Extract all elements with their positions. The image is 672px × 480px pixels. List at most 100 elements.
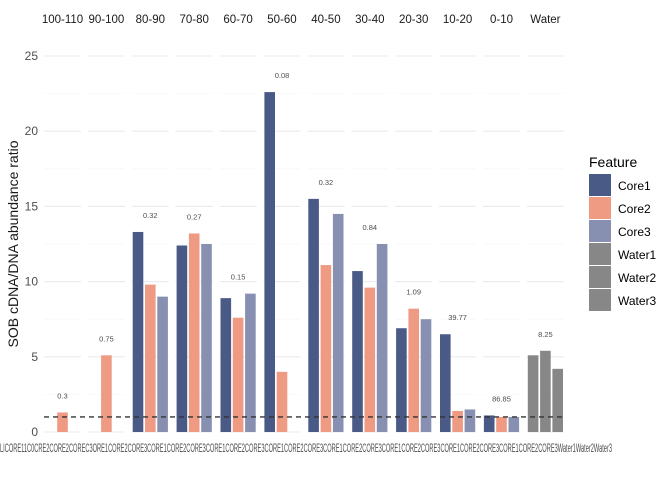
legend-label: Water1 — [618, 248, 657, 262]
y-tick-label: 10 — [25, 275, 39, 289]
bar-core2 — [276, 371, 288, 432]
bar-water3 — [552, 368, 563, 432]
x-tick-labels-text: LICORE11C0CRE2CORE2COREC3ORE1CORE2CORE3C… — [0, 443, 612, 455]
legend-label: Core3 — [618, 225, 651, 239]
bar-annotation: 0.75 — [99, 334, 114, 343]
facet-strip-label: 10-20 — [443, 14, 472, 26]
bar-water2 — [540, 350, 551, 432]
bar-core1 — [440, 334, 451, 432]
bar-annotation: 0.84 — [362, 223, 377, 232]
facet-strip-label: 0-10 — [490, 14, 513, 26]
legend-item-water3: Water3 — [589, 289, 657, 311]
legend-label: Water2 — [618, 271, 657, 285]
facet-strip-label: 90-100 — [88, 14, 124, 26]
bar-core3 — [245, 293, 256, 432]
y-tick-label: 20 — [25, 124, 39, 138]
bar-annotation: 39.77 — [448, 313, 467, 322]
bar-core2 — [145, 284, 156, 432]
facet-panel: 40-50 0.32 — [307, 14, 345, 433]
bar-core1 — [176, 245, 188, 432]
y-tick-label: 0 — [31, 425, 38, 439]
bar-core3 — [464, 409, 476, 432]
bar-annotation: 0.15 — [231, 273, 246, 282]
facet-strip-label: 20-30 — [399, 14, 428, 26]
bar-core1 — [352, 271, 363, 432]
bar-core1 — [483, 415, 495, 432]
legend-key — [589, 197, 611, 219]
y-axis-title: SOB cDNA/DNA abundance ratio — [5, 140, 21, 347]
facet-panel: 20-30 1.09 — [395, 14, 433, 433]
bar-annotation: 0.32 — [143, 211, 158, 220]
y-axis: 0 5 10 15 20 25 SOB cDNA/DNA abundance ratio — [5, 49, 38, 439]
legend-key — [589, 266, 611, 288]
bar-core3 — [420, 319, 432, 432]
bar-core2 — [101, 355, 112, 432]
legend-label: Core1 — [618, 179, 651, 193]
legend-key — [589, 243, 611, 265]
legend-item-core1: Core1 — [589, 174, 651, 196]
facet-strip-label: 30-40 — [355, 14, 384, 26]
facet-panel: 0-10 86.85 — [483, 14, 520, 433]
facet-strip-label: 60-70 — [223, 14, 252, 26]
bar-annotation: 0.27 — [187, 212, 202, 221]
bar-annotation: 1.09 — [406, 288, 421, 297]
bar-core2 — [496, 416, 507, 432]
bar-annotation: 0.32 — [319, 178, 334, 187]
legend-label: Water3 — [618, 294, 657, 308]
bar-core1 — [220, 298, 232, 432]
bar-annotation: 0.08 — [275, 71, 290, 80]
facet-panel: Water 8.25 — [526, 14, 564, 433]
bar-annotation: 86.85 — [492, 394, 511, 403]
bar-core1 — [396, 328, 407, 432]
legend-item-core2: Core2 — [589, 197, 651, 219]
bar-core1 — [132, 231, 144, 432]
facet-strip-label: 70-80 — [179, 14, 208, 26]
facet-strip-label: 80-90 — [136, 14, 165, 26]
bar-core2 — [408, 308, 419, 432]
bar-core3 — [376, 244, 388, 432]
bar-annotation: 0.3 — [57, 391, 67, 400]
y-tick-label: 25 — [25, 49, 39, 63]
facet-strip-label: 40-50 — [311, 14, 340, 26]
bar-core2 — [452, 410, 463, 432]
facet-strip-label: Water — [530, 14, 560, 26]
facet-panel: 60-70 0.15 — [219, 14, 257, 433]
bar-core3 — [201, 244, 212, 432]
bar-core2 — [188, 233, 200, 432]
facet-strip-label: 50-60 — [267, 14, 296, 26]
facet-panel: 100-110 0.3 — [42, 14, 83, 433]
panels-layer: 100-110 0.3 90-100 0.75 80-90 0.32 70-80 0.27 60… — [42, 14, 564, 433]
bar-core3 — [332, 213, 344, 432]
bar-water1 — [527, 355, 539, 432]
bar-core2 — [232, 317, 244, 432]
bar-core2 — [364, 287, 376, 432]
facet-panel: 90-100 0.75 — [87, 14, 125, 433]
legend-title: Feature — [589, 154, 637, 170]
facet-panel: 30-40 0.84 — [351, 14, 389, 433]
y-tick-label: 5 — [31, 350, 38, 364]
legend-key — [589, 220, 611, 242]
facet-panel: 50-60 0.08 — [263, 14, 301, 433]
bar-core3 — [157, 296, 168, 432]
bar-core1 — [264, 92, 275, 432]
facet-panel: 70-80 0.27 — [175, 14, 213, 433]
legend-key — [589, 289, 611, 311]
bar-annotation: 8.25 — [538, 330, 553, 339]
facet-panel: 10-20 39.77 — [439, 14, 477, 433]
legend: Feature Core1 Core2 Core3 Water1 Water2 Water3 — [589, 154, 657, 311]
legend-item-water1: Water1 — [589, 243, 657, 265]
bar-core3 — [508, 416, 520, 432]
bar-core1 — [308, 198, 319, 432]
bar-core2 — [320, 265, 332, 432]
y-tick-label: 15 — [25, 199, 39, 213]
facet-strip-label: 100-110 — [42, 14, 83, 26]
legend-item-core3: Core3 — [589, 220, 651, 242]
x-tick-labels: LICORE11C0CRE2CORE2COREC3ORE1CORE2CORE3C… — [0, 443, 612, 455]
legend-key — [589, 174, 611, 196]
bar-core2 — [57, 412, 68, 432]
legend-label: Core2 — [618, 202, 651, 216]
facet-panel: 80-90 0.32 — [131, 14, 169, 433]
legend-item-water2: Water2 — [589, 266, 657, 288]
